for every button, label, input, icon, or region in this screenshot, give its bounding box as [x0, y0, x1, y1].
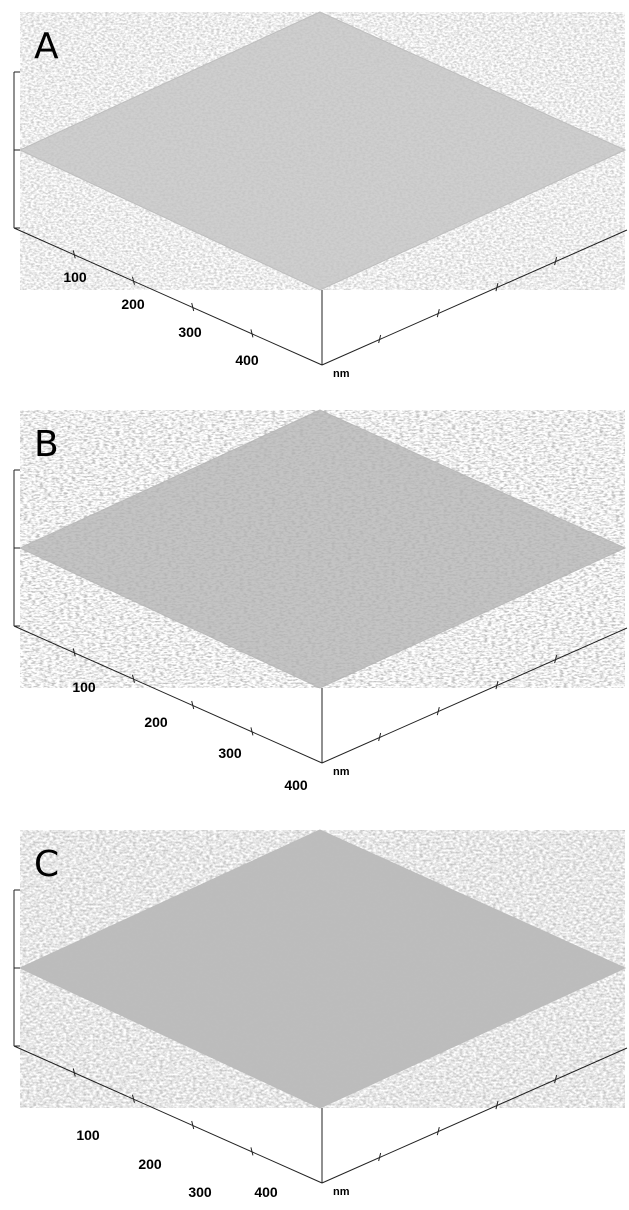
tick-label: 200: [144, 714, 168, 730]
tick-label: 300: [218, 745, 242, 761]
y-tick: [495, 1100, 499, 1110]
x-tick: [72, 648, 76, 657]
y-tick: [436, 308, 440, 318]
x-tick: [191, 302, 195, 312]
x-tick: [131, 1094, 135, 1103]
y-tick: [436, 706, 440, 716]
unit-label: nm: [333, 766, 350, 778]
y-tick: [436, 1126, 440, 1136]
y-tick: [378, 1152, 382, 1162]
surface-texture: [20, 830, 625, 1108]
tick-label: 400: [254, 1184, 278, 1200]
tick-label: 400: [235, 352, 259, 368]
x-tick: [72, 1068, 76, 1077]
box-edge: [321, 627, 628, 764]
y-tick: [554, 655, 558, 664]
tick-label: 300: [178, 324, 202, 340]
x-tick: [250, 727, 254, 736]
panel: A 100 200 300 400 nm: [13, 11, 628, 380]
x-tick: [191, 700, 195, 710]
tick-label: 400: [284, 777, 308, 793]
x-tick: [131, 276, 135, 285]
panel-label: B: [34, 424, 59, 465]
unit-label: nm: [333, 368, 350, 380]
box-edge: [321, 229, 628, 366]
box-edge: [321, 1047, 628, 1184]
panel-label: A: [34, 26, 59, 67]
box-edge: [13, 1045, 323, 1184]
panel: C 100 200 300 400 nm: [13, 829, 628, 1200]
tick-label: 300: [188, 1184, 212, 1200]
panel-label: C: [34, 844, 59, 885]
y-tick: [554, 257, 558, 266]
surface-texture: [20, 12, 625, 290]
tick-label: 200: [121, 296, 145, 312]
x-tick: [131, 674, 135, 683]
y-tick: [554, 1075, 558, 1084]
x-tick: [72, 250, 76, 259]
y-tick: [378, 334, 382, 344]
tick-label: 200: [138, 1156, 162, 1172]
tick-label: 100: [63, 269, 87, 285]
unit-label: nm: [333, 1186, 350, 1198]
y-tick: [495, 680, 499, 690]
tick-label: 100: [76, 1127, 100, 1143]
x-tick: [250, 329, 254, 338]
box-edge: [13, 227, 323, 366]
y-tick: [495, 282, 499, 292]
y-tick: [378, 732, 382, 742]
surface-texture: [20, 410, 625, 688]
panel: B 100 200 300 400 nm: [13, 409, 628, 793]
x-tick: [191, 1120, 195, 1130]
tick-label: 100: [72, 679, 96, 695]
box-edge: [13, 625, 323, 764]
x-tick: [250, 1147, 254, 1156]
